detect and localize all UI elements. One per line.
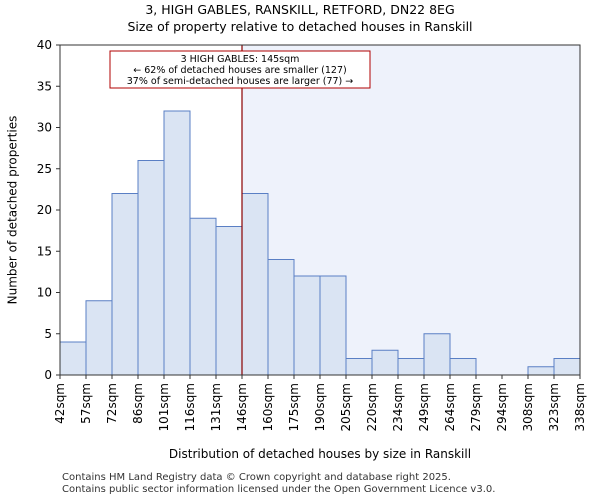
chart-title-address: 3, HIGH GABLES, RANSKILL, RETFORD, DN22 … (145, 2, 455, 17)
histogram-bar (293, 275, 321, 376)
y-axis-label: Number of detached properties (6, 116, 20, 305)
annotation-property-label: 3 HIGH GABLES: 145sqm (181, 54, 300, 65)
x-tick-label: 220sqm (365, 383, 379, 431)
histogram-bar (215, 226, 243, 376)
x-tick-label: 131sqm (209, 383, 223, 431)
footer-copyright-line: Contains HM Land Registry data © Crown c… (62, 472, 451, 483)
x-tick-label: 86sqm (131, 383, 145, 424)
histogram-bar (189, 217, 217, 376)
x-tick-label: 338sqm (573, 383, 587, 431)
histogram-bar (397, 358, 425, 376)
histogram-bar (137, 160, 165, 376)
histogram-bar (423, 333, 451, 376)
x-tick-label: 323sqm (547, 383, 561, 431)
histogram-bar (449, 358, 477, 376)
x-axis: 42sqm 57sqm 72sqm 86sqm 101sqm 116sqm 131sqm 14… (53, 375, 587, 431)
x-axis-label: Distribution of detached houses by size … (169, 447, 471, 461)
histogram-bar (553, 358, 581, 376)
annotation-box: 3 HIGH GABLES: 145sqm ← 62% of detached … (109, 50, 371, 89)
x-tick-label: 72sqm (105, 383, 119, 424)
histogram-bar (345, 358, 373, 376)
footer-licence-line: Contains public sector information licen… (62, 484, 496, 495)
x-tick-label: 294sqm (495, 383, 509, 431)
x-tick-label: 279sqm (469, 383, 483, 431)
y-tick-label: 0 (44, 368, 52, 382)
x-tick-label: 234sqm (391, 383, 405, 431)
x-tick-label: 160sqm (261, 383, 275, 431)
annotation-larger-stat: 37% of semi-detached houses are larger (… (127, 76, 354, 87)
y-tick-label: 20 (37, 203, 52, 217)
y-tick-label: 10 (37, 286, 52, 300)
y-tick-label: 40 (37, 38, 52, 52)
y-tick-label: 35 (37, 79, 52, 93)
histogram-bar (85, 300, 113, 376)
x-tick-label: 205sqm (339, 383, 353, 431)
x-tick-label: 42sqm (53, 383, 67, 424)
y-tick-label: 5 (44, 327, 52, 341)
x-tick-label: 175sqm (287, 383, 301, 431)
histogram-bar (371, 349, 399, 376)
x-tick-label: 264sqm (443, 383, 457, 431)
x-tick-label: 190sqm (313, 383, 327, 431)
histogram-bar (111, 193, 139, 376)
x-tick-label: 249sqm (417, 383, 431, 431)
y-axis: 0 5 10 15 20 25 30 35 40 (37, 38, 60, 382)
histogram-bar (241, 193, 269, 376)
histogram-bar (59, 341, 87, 376)
histogram-bar (163, 110, 191, 376)
x-tick-label: 146sqm (235, 383, 249, 431)
x-tick-label: 57sqm (79, 383, 93, 424)
x-tick-label: 101sqm (157, 383, 171, 431)
y-tick-label: 25 (37, 162, 52, 176)
x-tick-label: 116sqm (183, 383, 197, 431)
y-tick-label: 15 (37, 244, 52, 258)
histogram-bar (267, 259, 295, 376)
y-tick-label: 30 (37, 121, 52, 135)
annotation-smaller-stat: ← 62% of detached houses are smaller (12… (133, 65, 346, 76)
histogram-bar (527, 366, 555, 376)
histogram-bar (319, 275, 347, 376)
chart-title-subtitle: Size of property relative to detached ho… (127, 19, 473, 34)
x-tick-label: 308sqm (521, 383, 535, 431)
annotation-box-frame (109, 50, 371, 89)
